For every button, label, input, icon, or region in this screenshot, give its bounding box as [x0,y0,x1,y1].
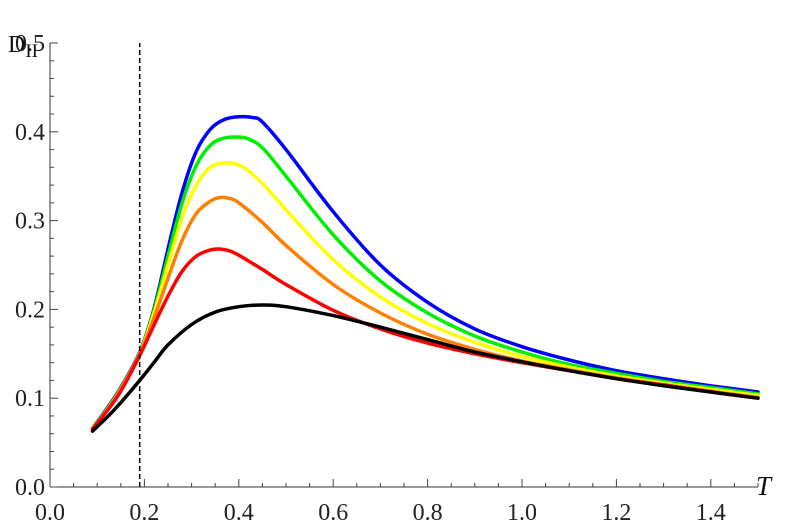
tick-marks [49,42,759,488]
series-line [90,160,760,432]
x-tick-label: 0.6 [318,500,348,526]
x-tick-label: 0.4 [224,500,254,526]
x-tick-label: 1.4 [696,500,726,526]
y-axis-title-subscript: II [25,41,38,62]
y-tick-label: 0.4 [15,120,45,146]
y-tick-label: 0.0 [15,475,45,501]
x-tick-label: 0.0 [35,500,65,526]
x-axis-title: T [756,471,773,501]
x-tick-label: 1.2 [601,500,631,526]
series-line [90,303,760,433]
plot-area [90,114,760,433]
y-tick-label: 0.2 [15,297,45,323]
x-tick-label: 0.2 [129,500,159,526]
y-axis-title: DII [8,32,38,62]
y-tick-label: 0.1 [15,386,45,412]
y-tick-label: 0.3 [15,209,45,235]
y-tick-label: 0.5 [15,31,45,57]
axes [49,43,758,488]
x-tick-label: 0.8 [413,500,443,526]
x-tick-label: 1.0 [507,500,537,526]
y-axis-title-main: D [8,32,25,58]
tick-labels: 0.0 0.2 0.4 0.6 0.8 1.0 1.2 1.4 0.0 0.1 0.2 0.3 0.4 0… [15,31,726,526]
